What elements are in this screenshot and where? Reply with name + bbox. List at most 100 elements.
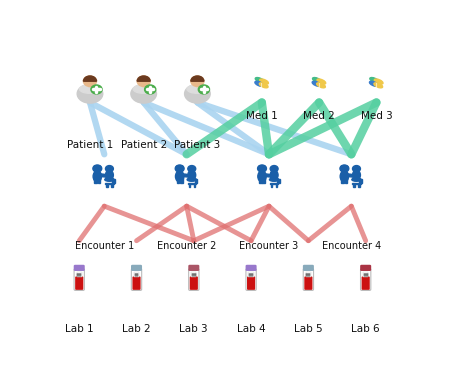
Ellipse shape: [345, 174, 355, 177]
FancyBboxPatch shape: [304, 276, 312, 290]
Text: Lab 6: Lab 6: [352, 324, 380, 334]
Bar: [191, 272, 196, 277]
FancyBboxPatch shape: [362, 276, 370, 290]
Ellipse shape: [255, 81, 264, 86]
Text: Patient 3: Patient 3: [174, 140, 220, 150]
Text: Encounter 2: Encounter 2: [157, 241, 216, 251]
Ellipse shape: [98, 174, 108, 177]
Bar: [345, 177, 347, 183]
Text: Lab 4: Lab 4: [237, 324, 265, 334]
FancyBboxPatch shape: [131, 265, 142, 271]
FancyBboxPatch shape: [75, 276, 83, 290]
Text: Med 1: Med 1: [246, 111, 278, 121]
FancyBboxPatch shape: [74, 265, 85, 271]
Ellipse shape: [131, 85, 157, 103]
Bar: [341, 177, 344, 183]
Ellipse shape: [187, 178, 196, 181]
Ellipse shape: [269, 178, 279, 181]
Text: Encounter 4: Encounter 4: [322, 241, 381, 251]
Bar: [270, 183, 278, 184]
Ellipse shape: [316, 83, 325, 88]
Ellipse shape: [259, 83, 268, 88]
Circle shape: [353, 166, 360, 172]
Bar: [359, 184, 360, 187]
Ellipse shape: [176, 166, 183, 168]
Text: Med 3: Med 3: [360, 111, 392, 121]
Ellipse shape: [312, 81, 321, 86]
Ellipse shape: [185, 85, 210, 103]
Bar: [94, 177, 97, 183]
Ellipse shape: [94, 166, 101, 168]
Circle shape: [137, 76, 150, 86]
Bar: [112, 179, 115, 183]
Bar: [249, 272, 254, 277]
Ellipse shape: [93, 171, 102, 182]
Ellipse shape: [79, 85, 100, 93]
Text: Lab 2: Lab 2: [122, 324, 151, 334]
Bar: [180, 177, 182, 183]
Bar: [306, 272, 311, 277]
Bar: [271, 184, 272, 187]
FancyBboxPatch shape: [190, 276, 198, 290]
Bar: [176, 177, 179, 183]
Ellipse shape: [180, 174, 191, 177]
Ellipse shape: [105, 170, 113, 180]
Circle shape: [91, 85, 102, 94]
Ellipse shape: [260, 79, 268, 84]
Bar: [105, 183, 114, 184]
Text: Encounter 1: Encounter 1: [75, 241, 134, 251]
Circle shape: [270, 166, 278, 172]
Circle shape: [340, 165, 349, 172]
Text: Lab 5: Lab 5: [294, 324, 322, 334]
Ellipse shape: [258, 171, 266, 182]
Ellipse shape: [340, 171, 348, 182]
Ellipse shape: [176, 171, 184, 182]
Ellipse shape: [312, 77, 321, 83]
Circle shape: [175, 165, 184, 172]
Circle shape: [145, 85, 156, 94]
FancyBboxPatch shape: [303, 269, 314, 291]
Circle shape: [198, 85, 209, 94]
Text: Encounter 3: Encounter 3: [239, 241, 298, 251]
Text: Med 2: Med 2: [303, 111, 335, 121]
Ellipse shape: [188, 170, 196, 180]
Ellipse shape: [352, 178, 361, 181]
Ellipse shape: [263, 174, 273, 177]
FancyBboxPatch shape: [131, 269, 142, 291]
Ellipse shape: [77, 85, 103, 103]
Bar: [353, 184, 355, 187]
Text: Lab 3: Lab 3: [180, 324, 208, 334]
FancyBboxPatch shape: [74, 269, 85, 291]
Ellipse shape: [105, 178, 114, 181]
FancyBboxPatch shape: [360, 269, 371, 291]
Circle shape: [93, 165, 102, 172]
Bar: [277, 179, 280, 183]
Ellipse shape: [370, 77, 378, 83]
Bar: [262, 177, 265, 183]
FancyBboxPatch shape: [133, 276, 140, 290]
Ellipse shape: [370, 81, 378, 86]
Ellipse shape: [187, 85, 208, 93]
Text: Lab 1: Lab 1: [65, 324, 93, 334]
FancyBboxPatch shape: [360, 265, 371, 271]
Bar: [195, 82, 199, 86]
Bar: [194, 184, 195, 187]
Wedge shape: [191, 76, 204, 81]
Bar: [111, 184, 113, 187]
Text: Patient 1: Patient 1: [67, 140, 113, 150]
Wedge shape: [84, 76, 97, 81]
Circle shape: [105, 166, 113, 172]
Ellipse shape: [317, 79, 326, 84]
Bar: [88, 82, 92, 86]
FancyBboxPatch shape: [246, 269, 256, 291]
FancyBboxPatch shape: [303, 265, 314, 271]
Circle shape: [191, 76, 204, 86]
Bar: [134, 272, 139, 277]
FancyBboxPatch shape: [246, 265, 256, 271]
FancyBboxPatch shape: [188, 269, 199, 291]
Bar: [363, 272, 368, 277]
Circle shape: [258, 165, 267, 172]
Bar: [276, 184, 277, 187]
FancyBboxPatch shape: [247, 276, 255, 290]
Ellipse shape: [353, 170, 360, 180]
